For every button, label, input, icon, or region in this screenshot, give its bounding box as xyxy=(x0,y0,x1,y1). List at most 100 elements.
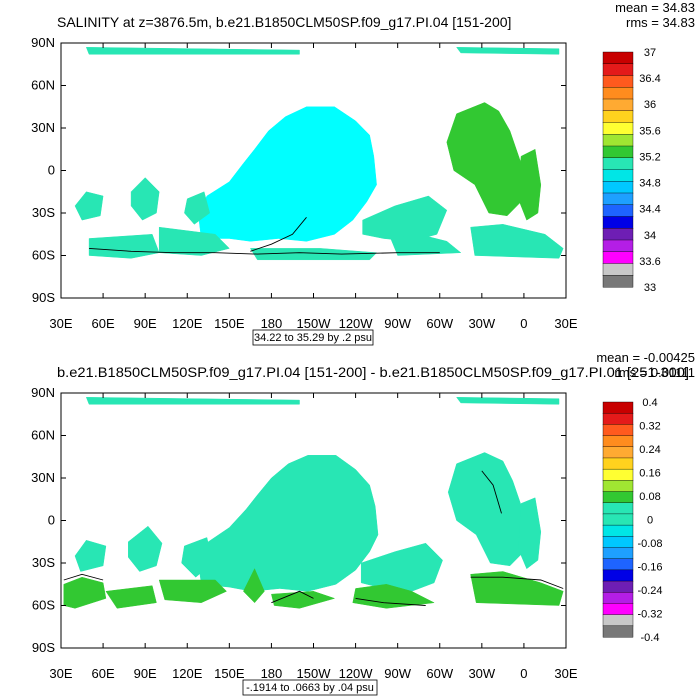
contour-line xyxy=(271,590,314,604)
colorbar-swatch xyxy=(602,592,634,604)
colorbar-swatch xyxy=(602,216,634,229)
colorbar-label: 33 xyxy=(644,282,656,294)
contour-line xyxy=(250,217,307,252)
x-tick-label: 120W xyxy=(339,316,374,331)
colorbar-label: 0 xyxy=(647,515,653,527)
x-tick-label: 30E xyxy=(554,666,577,681)
colorbar-swatch xyxy=(602,491,634,504)
x-tick-label: 30W xyxy=(468,316,495,331)
x-tick-label: 90E xyxy=(134,666,157,681)
field-region xyxy=(470,571,564,606)
x-tick-label: 0 xyxy=(520,666,527,681)
x-tick-label: 180 xyxy=(261,316,283,331)
field-region xyxy=(74,191,104,221)
colorbar-label: 34.8 xyxy=(639,178,660,190)
contour-info-box xyxy=(242,679,378,696)
colorbar-label: -0.24 xyxy=(637,585,662,597)
x-tick-label: 150W xyxy=(297,316,332,331)
field-region xyxy=(158,579,227,603)
colorbar-swatch xyxy=(602,536,634,548)
colorbar-swatch xyxy=(602,192,634,206)
mean-stat: mean = 34.83 xyxy=(615,0,695,15)
colorbar-label: 0.16 xyxy=(639,468,660,480)
colorbar-swatch xyxy=(602,275,634,288)
y-tick-label: 30N xyxy=(31,120,55,135)
x-tick-label: 120E xyxy=(172,316,203,331)
colorbar-swatch xyxy=(602,603,634,616)
y-axis: 90N 60N 30N 0 30S 60S 90S xyxy=(31,35,566,305)
colorbar-swatch xyxy=(602,424,634,437)
x-tick-label: 150W xyxy=(297,666,332,681)
field-region xyxy=(352,584,435,609)
colorbar-label: 34.4 xyxy=(639,204,660,216)
x-tick-label: 150E xyxy=(214,666,245,681)
field-region xyxy=(88,234,160,259)
y-tick-label: 0 xyxy=(48,163,55,178)
x-tick-label: 60W xyxy=(426,666,453,681)
colorbar-swatch xyxy=(602,401,634,414)
colorbar-swatch xyxy=(602,145,634,159)
colorbar-label: 0.24 xyxy=(639,444,660,456)
x-tick-label: 0 xyxy=(520,316,527,331)
field-region xyxy=(181,537,213,578)
colorbar-label: 35.2 xyxy=(639,151,660,163)
colorbar-label: 35.6 xyxy=(639,125,660,137)
x-tick-label: 120W xyxy=(339,666,374,681)
x-tick-label: 180 xyxy=(261,666,283,681)
contour-line xyxy=(89,247,440,255)
x-axis: 30E 60E 90E 120E 150E 180 150W 120W 90W 60W 30W 0 30… xyxy=(49,393,578,681)
contour-info-box xyxy=(252,329,374,346)
colorbar-swatch xyxy=(602,446,634,459)
x-tick-label: 90W xyxy=(384,666,411,681)
x-tick-label: 30E xyxy=(554,316,577,331)
colorbar-swatch xyxy=(602,122,634,135)
field-region xyxy=(456,397,560,405)
field-region xyxy=(470,224,564,259)
field-region xyxy=(198,455,379,592)
colorbar-swatch xyxy=(602,251,634,265)
x-tick-label: 60E xyxy=(92,316,115,331)
x-tick-label: 120E xyxy=(172,666,203,681)
contour-info: -.1914 to .0663 by .04 psu xyxy=(246,682,374,694)
colorbar-swatch xyxy=(602,157,634,171)
field-region xyxy=(456,47,560,55)
colorbar-label: -0.32 xyxy=(637,609,662,621)
salinity-field xyxy=(74,47,564,261)
field-region xyxy=(105,585,157,609)
y-tick-label: 90N xyxy=(31,385,55,400)
colorbar-swatch xyxy=(602,480,634,493)
field-region xyxy=(130,177,160,221)
colorbar-swatch xyxy=(602,169,634,182)
field-region xyxy=(518,497,542,570)
colorbar-swatch xyxy=(602,51,634,65)
contour-lines xyxy=(89,217,440,255)
colorbar: 37 36.4 36 35.6 35.2 34.8 34.4 34 33.6 33 xyxy=(602,47,661,294)
field-region xyxy=(362,195,448,242)
colorbar-swatch xyxy=(602,228,634,241)
x-tick-label: 30E xyxy=(49,316,72,331)
colorbar-swatch xyxy=(602,134,634,147)
x-tick-label: 90E xyxy=(134,316,157,331)
colorbar-swatch xyxy=(602,110,634,124)
rms-stat: rms = 0.01111 xyxy=(614,365,695,380)
y-tick-label: 90S xyxy=(32,290,55,305)
salinity-panel: SALINITY at z=3876.5m, b.e21.B1850CLM50S… xyxy=(31,0,695,346)
colorbar-swatch xyxy=(602,63,634,77)
contour-line xyxy=(470,576,564,589)
field-region xyxy=(198,106,377,242)
colorbar: 0.4 0.32 0.24 0.16 0.08 0 -0.08 -0.16 -0.24 -0.32… xyxy=(602,397,663,644)
colorbar-swatch xyxy=(602,502,634,515)
field-region xyxy=(158,226,230,256)
x-tick-label: 30E xyxy=(49,666,72,681)
panel-title: SALINITY at z=3876.5m, b.e21.B1850CLM50S… xyxy=(57,14,511,30)
contour-info: 34.22 to 35.29 by .2 psu xyxy=(254,332,372,344)
contour-line xyxy=(481,470,502,514)
colorbar-label: 0.08 xyxy=(639,491,660,503)
field-region xyxy=(518,148,542,221)
colorbar-swatch xyxy=(602,98,634,112)
x-axis: 30E 60E 90E 120E 150E 180 150W 120W 90W 60W 30W 0 30… xyxy=(49,43,578,331)
colorbar-swatch xyxy=(602,412,634,425)
field-region xyxy=(271,591,336,609)
colorbar-label: 36 xyxy=(644,99,656,111)
contour-line xyxy=(63,573,104,581)
